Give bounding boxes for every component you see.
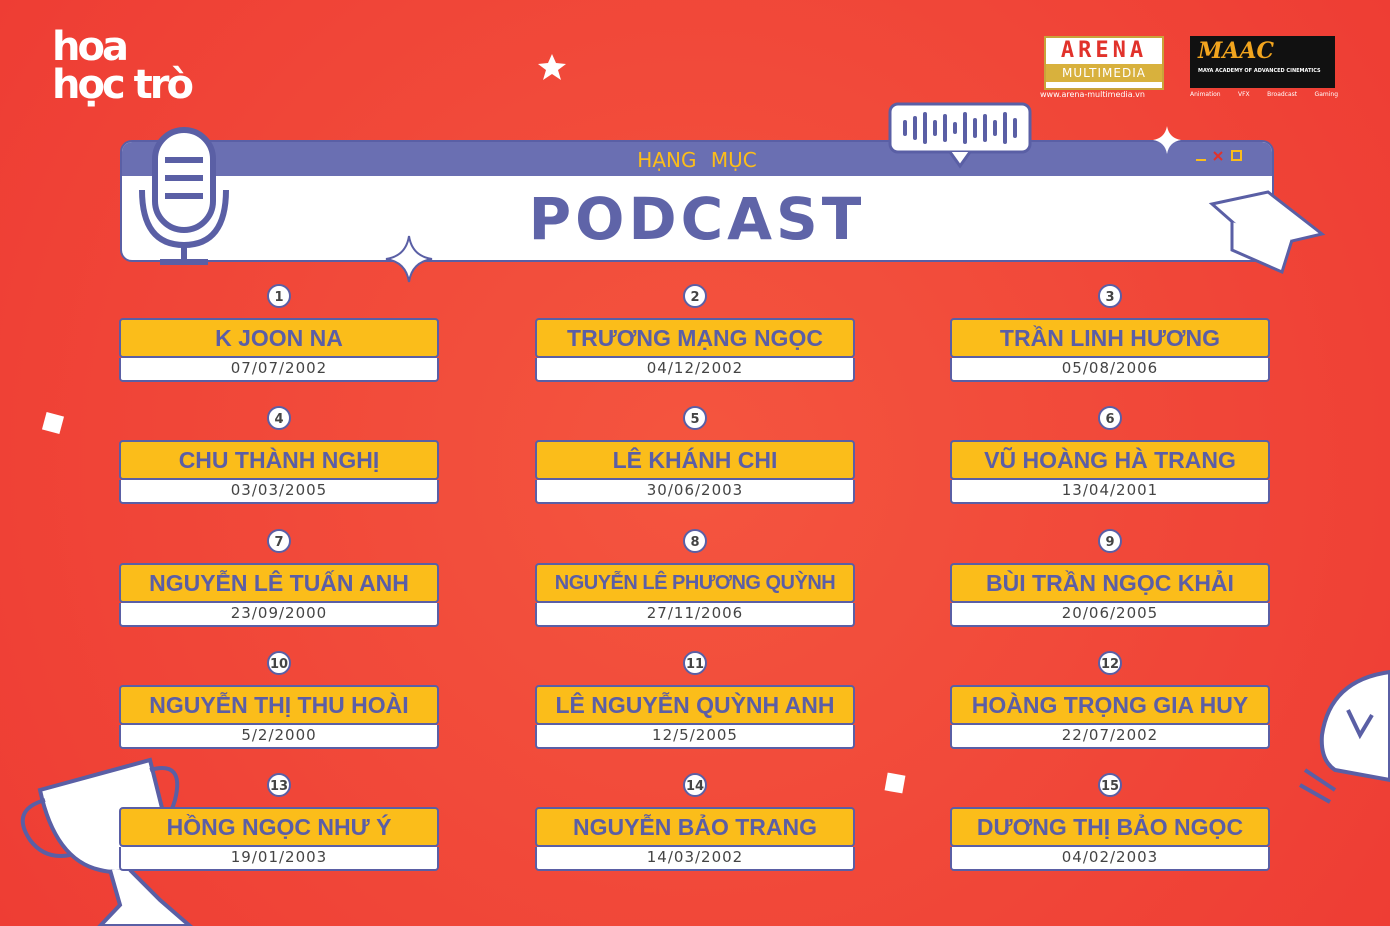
nominee-number: 4 [267,406,291,431]
nominee-number: 14 [683,773,707,798]
nominee-number: 2 [683,284,707,308]
nominee-name: NGUYỄN LÊ PHƯƠNG QUỲNH [535,562,855,603]
nominee-number: 15 [1098,773,1122,798]
nominee-name: NGUYỄN THỊ THU HOÀI [119,684,439,725]
nominee-name: LÊ KHÁNH CHI [535,440,855,481]
nominee-date: 04/12/2002 [535,358,855,382]
nominee-number: 13 [267,773,291,798]
square [41,411,65,435]
category-title: PODCAST [528,185,866,253]
nominee-name: TRẦN LINH HƯƠNG [950,318,1270,358]
nominee-number: 9 [1098,528,1122,553]
nominee-name: K JOON NA [119,318,439,358]
nominee-date: 05/08/2006 [950,358,1270,382]
nominee-name: HỒNG NGỌC NHƯ Ý [119,807,439,848]
nominee-date: 07/07/2002 [119,358,439,382]
maac-tags: Animation VFX Broadcast Gaming [1190,91,1338,98]
nominee-number: 10 [267,650,291,675]
header-window: HẠNG MỤC PODCAST [120,140,1274,262]
arena-logo: ARENA MULTIMEDIA [1044,36,1164,90]
nominee-number: 8 [683,528,707,553]
maac-sub: MAYA ACADEMY OF ADVANCED CINEMATICS [1198,68,1321,74]
nominee-number: 3 [1098,284,1122,308]
nominee-date: 20/06/2005 [950,602,1270,627]
logo: hoa học trò [52,24,194,108]
nominee-date: 14/03/2002 [535,847,855,872]
arena-name: ARENA [1060,38,1148,63]
nominee-date: 12/5/2005 [535,724,855,749]
nominee-number: 11 [683,650,707,675]
nominee-date: 30/06/2003 [535,480,855,505]
nominee-name: CHU THÀNH NGHỊ [119,440,439,481]
nominee-number: 6 [1098,406,1122,431]
maac-tag: Gaming [1314,91,1338,98]
nominee-name: LÊ NGUYỄN QUỲNH ANH [535,684,855,725]
nominee-date: 04/02/2003 [950,847,1270,872]
arena-url: www.arena-multimedia.vn [1040,90,1145,99]
square [884,772,906,794]
arena-sub: MULTIMEDIA [1046,64,1162,82]
maac-logo: MAAC MAYA ACADEMY OF ADVANCED CINEMATICS [1190,36,1335,88]
nominee-name: NGUYỄN LÊ TUẤN ANH [119,562,439,603]
nominee-date: 22/07/2002 [950,724,1270,749]
nominee-date: 19/01/2003 [119,847,439,872]
star [538,54,566,80]
title-bar [122,142,1272,176]
maac-tag: VFX [1238,91,1250,98]
nominee-date: 13/04/2001 [950,480,1270,505]
nominee-name: HOÀNG TRỌNG GIA HUY [950,684,1270,725]
nominee-number: 12 [1098,650,1122,675]
nominee-date: 03/03/2005 [119,480,439,505]
light-bulb [1299,669,1390,804]
nominee-name: DƯƠNG THỊ BẢO NGỌC [950,807,1270,848]
nominee-date: 23/09/2000 [119,602,439,627]
nominee-number: 1 [267,284,291,308]
nominee-number: 7 [267,528,291,553]
nominee-name: TRƯƠNG MẠNG NGỌC [535,318,855,358]
category-label: HẠNG MỤC [637,148,757,172]
nominee-name: BÙI TRẦN NGỌC KHẢI [950,562,1270,603]
nominee-number: 5 [683,406,707,431]
maac-name: MAAC [1198,38,1275,64]
nominee-name: VŨ HOÀNG HÀ TRANG [950,440,1270,481]
nominee-date: 5/2/2000 [119,724,439,749]
maac-tag: Animation [1190,91,1221,98]
maac-tag: Broadcast [1267,91,1298,98]
nominee-name: NGUYỄN BẢO TRANG [535,807,855,848]
nominee-date: 27/11/2006 [535,602,855,627]
